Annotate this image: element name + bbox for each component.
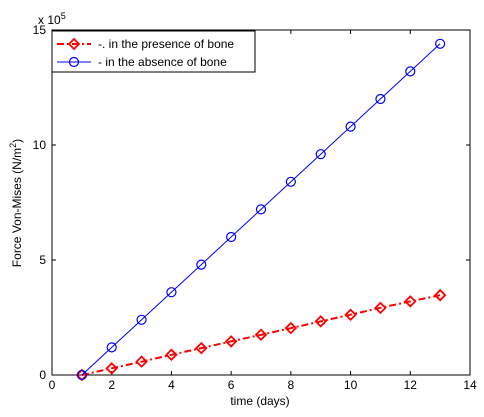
series-1-point <box>375 93 386 105</box>
series-1-point <box>76 369 87 381</box>
x-tick-label: 8 <box>288 378 295 392</box>
series-1-point <box>315 149 326 160</box>
series-1-point <box>435 38 446 49</box>
x-tick-label: 12 <box>404 378 418 392</box>
series-0-point <box>195 341 208 355</box>
x-tick-label: 2 <box>108 378 115 392</box>
series-0-point <box>254 328 268 342</box>
series-1-point <box>405 66 416 77</box>
series-layer <box>75 38 447 382</box>
series-1-point <box>226 231 237 243</box>
legend-item-absence: - in the absence of bone <box>57 55 227 69</box>
y-axis-multiplier-exponent: 5 <box>61 11 66 21</box>
x-tick-label: 10 <box>344 378 358 392</box>
series-0-point <box>404 295 417 308</box>
legend-label-presence: -. in the presence of bone <box>98 37 234 51</box>
x-axis-label: time (days) <box>230 394 289 408</box>
series-0-point <box>135 355 148 368</box>
series-line-1 <box>81 43 441 376</box>
legend-box <box>51 30 256 73</box>
series-1-point <box>285 176 296 187</box>
plot-area <box>51 29 471 376</box>
tick-labels: 0 2 4 6 8 10 12 14 0 5 10 15 <box>33 23 477 392</box>
series-1-point <box>255 204 267 215</box>
x-tick-label: 0 <box>49 378 56 392</box>
legend: -. in the presence of bone - in the abse… <box>51 30 256 73</box>
series-0-point <box>105 362 118 375</box>
series-1-point <box>345 121 356 132</box>
y-axis-label-superscript: 2 <box>8 143 18 148</box>
series-0-point <box>433 288 447 302</box>
series-1-point <box>196 259 207 270</box>
legend-diamond-marker <box>67 37 81 51</box>
series-0-point <box>284 321 298 335</box>
series-line-0 <box>81 294 441 376</box>
y-tick-label: 5 <box>39 253 46 267</box>
y-axis-label-tail: ) <box>10 139 24 143</box>
y-tick-label: 15 <box>33 23 47 37</box>
x-tick-label: 6 <box>228 378 235 392</box>
plot-frame-box <box>51 29 471 376</box>
y-tick-label: 0 <box>39 368 46 382</box>
y-axis-multiplier-base: x 10 <box>38 13 61 27</box>
x-tick-label: 14 <box>463 378 477 392</box>
y-axis-label: Force Von-Mises (N/m2) <box>8 139 24 267</box>
series-0-point <box>344 308 357 322</box>
y-axis-multiplier: x 105 <box>38 11 66 27</box>
legend-label-absence: - in the absence of bone <box>98 55 227 69</box>
series-0-point <box>374 301 387 315</box>
series-0-point <box>314 315 327 328</box>
x-tick-label: 4 <box>168 378 175 392</box>
series-0-point <box>165 348 178 362</box>
y-tick-label: 10 <box>33 138 47 152</box>
series-1-point <box>166 287 177 298</box>
series-0-point <box>224 335 238 348</box>
y-axis-label-main: Force Von-Mises (N/m <box>10 148 24 267</box>
series-1-point <box>136 314 147 325</box>
legend-circle-marker <box>68 56 80 68</box>
legend-item-presence: -. in the presence of bone <box>57 37 234 51</box>
series-1-point <box>106 342 117 353</box>
